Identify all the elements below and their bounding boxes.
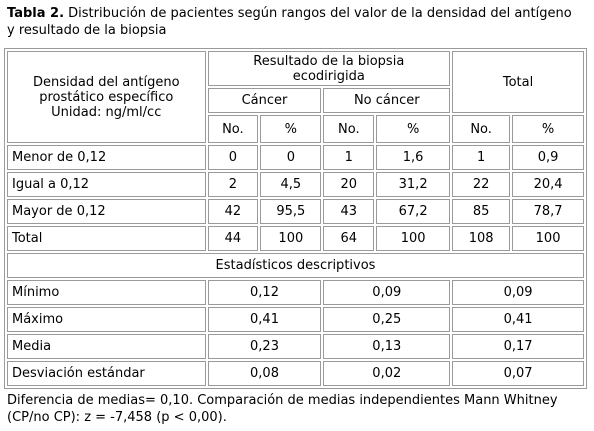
stats-row: Mínimo 0,12 0,09 0,09 xyxy=(7,280,584,305)
stats-label: Mínimo xyxy=(7,280,206,305)
col-pct: % xyxy=(376,115,451,143)
cell: 100 xyxy=(376,226,451,251)
stats-cancer: 0,12 xyxy=(207,280,322,305)
cell: 67,2 xyxy=(376,199,451,224)
col-no: No. xyxy=(207,115,259,143)
cell: 0 xyxy=(207,145,259,170)
stats-total: 0,41 xyxy=(452,307,584,332)
cell: 2 xyxy=(207,172,259,197)
col-no: No. xyxy=(323,115,375,143)
cell: 4,5 xyxy=(260,172,322,197)
group-header: Resultado de la biopsia ecodirigida xyxy=(207,51,451,86)
table-caption: Tabla 2. Distribución de pacientes según… xyxy=(7,5,589,39)
cell: 100 xyxy=(260,226,322,251)
cell: 22 xyxy=(452,172,511,197)
stats-row: Máximo 0,41 0,25 0,41 xyxy=(7,307,584,332)
row-label: Total xyxy=(7,226,206,251)
stats-cancer: 0,08 xyxy=(207,361,322,386)
data-table: Densidad del antígeno prostático específ… xyxy=(4,48,587,389)
stats-title: Estadísticos descriptivos xyxy=(7,253,584,278)
row-label: Mayor de 0,12 xyxy=(7,199,206,224)
footnote-line1: Diferencia de medias= 0,10. Comparación … xyxy=(7,393,558,408)
stub-header: Densidad del antígeno prostático específ… xyxy=(7,51,206,143)
stats-no-cancer: 0,02 xyxy=(323,361,451,386)
stats-total: 0,09 xyxy=(452,280,584,305)
cell: 1,6 xyxy=(376,145,451,170)
stats-total: 0,07 xyxy=(452,361,584,386)
stats-label: Máximo xyxy=(7,307,206,332)
stats-no-cancer: 0,13 xyxy=(323,334,451,359)
table-footnote: Diferencia de medias= 0,10. Comparación … xyxy=(7,392,589,426)
cell: 108 xyxy=(452,226,511,251)
cell: 44 xyxy=(207,226,259,251)
cell: 0,9 xyxy=(512,145,584,170)
col-pct: % xyxy=(512,115,584,143)
table-row: Total 44 100 64 100 108 100 xyxy=(7,226,584,251)
cell: 78,7 xyxy=(512,199,584,224)
cell: 1 xyxy=(452,145,511,170)
col-no: No. xyxy=(452,115,511,143)
cell: 42 xyxy=(207,199,259,224)
stats-no-cancer: 0,09 xyxy=(323,280,451,305)
cancer-header: Cáncer xyxy=(207,88,322,113)
stats-total: 0,17 xyxy=(452,334,584,359)
cell: 0 xyxy=(260,145,322,170)
stats-row: Desviación estándar 0,08 0,02 0,07 xyxy=(7,361,584,386)
table-row: Mayor de 0,12 42 95,5 43 67,2 85 78,7 xyxy=(7,199,584,224)
cell: 43 xyxy=(323,199,375,224)
stats-cancer: 0,41 xyxy=(207,307,322,332)
stats-no-cancer: 0,25 xyxy=(323,307,451,332)
total-header: Total xyxy=(452,51,584,113)
stats-label: Media xyxy=(7,334,206,359)
cell: 20,4 xyxy=(512,172,584,197)
caption-label: Tabla 2. xyxy=(7,6,65,21)
caption-text-line1: Distribución de pacientes según rangos d… xyxy=(64,6,572,21)
cell: 1 xyxy=(323,145,375,170)
table-row: Igual a 0,12 2 4,5 20 31,2 22 20,4 xyxy=(7,172,584,197)
cell: 95,5 xyxy=(260,199,322,224)
no-cancer-header: No cáncer xyxy=(323,88,451,113)
cell: 31,2 xyxy=(376,172,451,197)
cell: 64 xyxy=(323,226,375,251)
cell: 85 xyxy=(452,199,511,224)
stats-row: Media 0,23 0,13 0,17 xyxy=(7,334,584,359)
footnote-line2: (CP/no CP): z = -7,458 (p < 0,00). xyxy=(7,410,227,425)
stats-cancer: 0,23 xyxy=(207,334,322,359)
table-row: Menor de 0,12 0 0 1 1,6 1 0,9 xyxy=(7,145,584,170)
col-pct: % xyxy=(260,115,322,143)
caption-text-line2: y resultado de la biopsia xyxy=(7,23,167,38)
row-label: Igual a 0,12 xyxy=(7,172,206,197)
row-label: Menor de 0,12 xyxy=(7,145,206,170)
stats-label: Desviación estándar xyxy=(7,361,206,386)
cell: 100 xyxy=(512,226,584,251)
cell: 20 xyxy=(323,172,375,197)
